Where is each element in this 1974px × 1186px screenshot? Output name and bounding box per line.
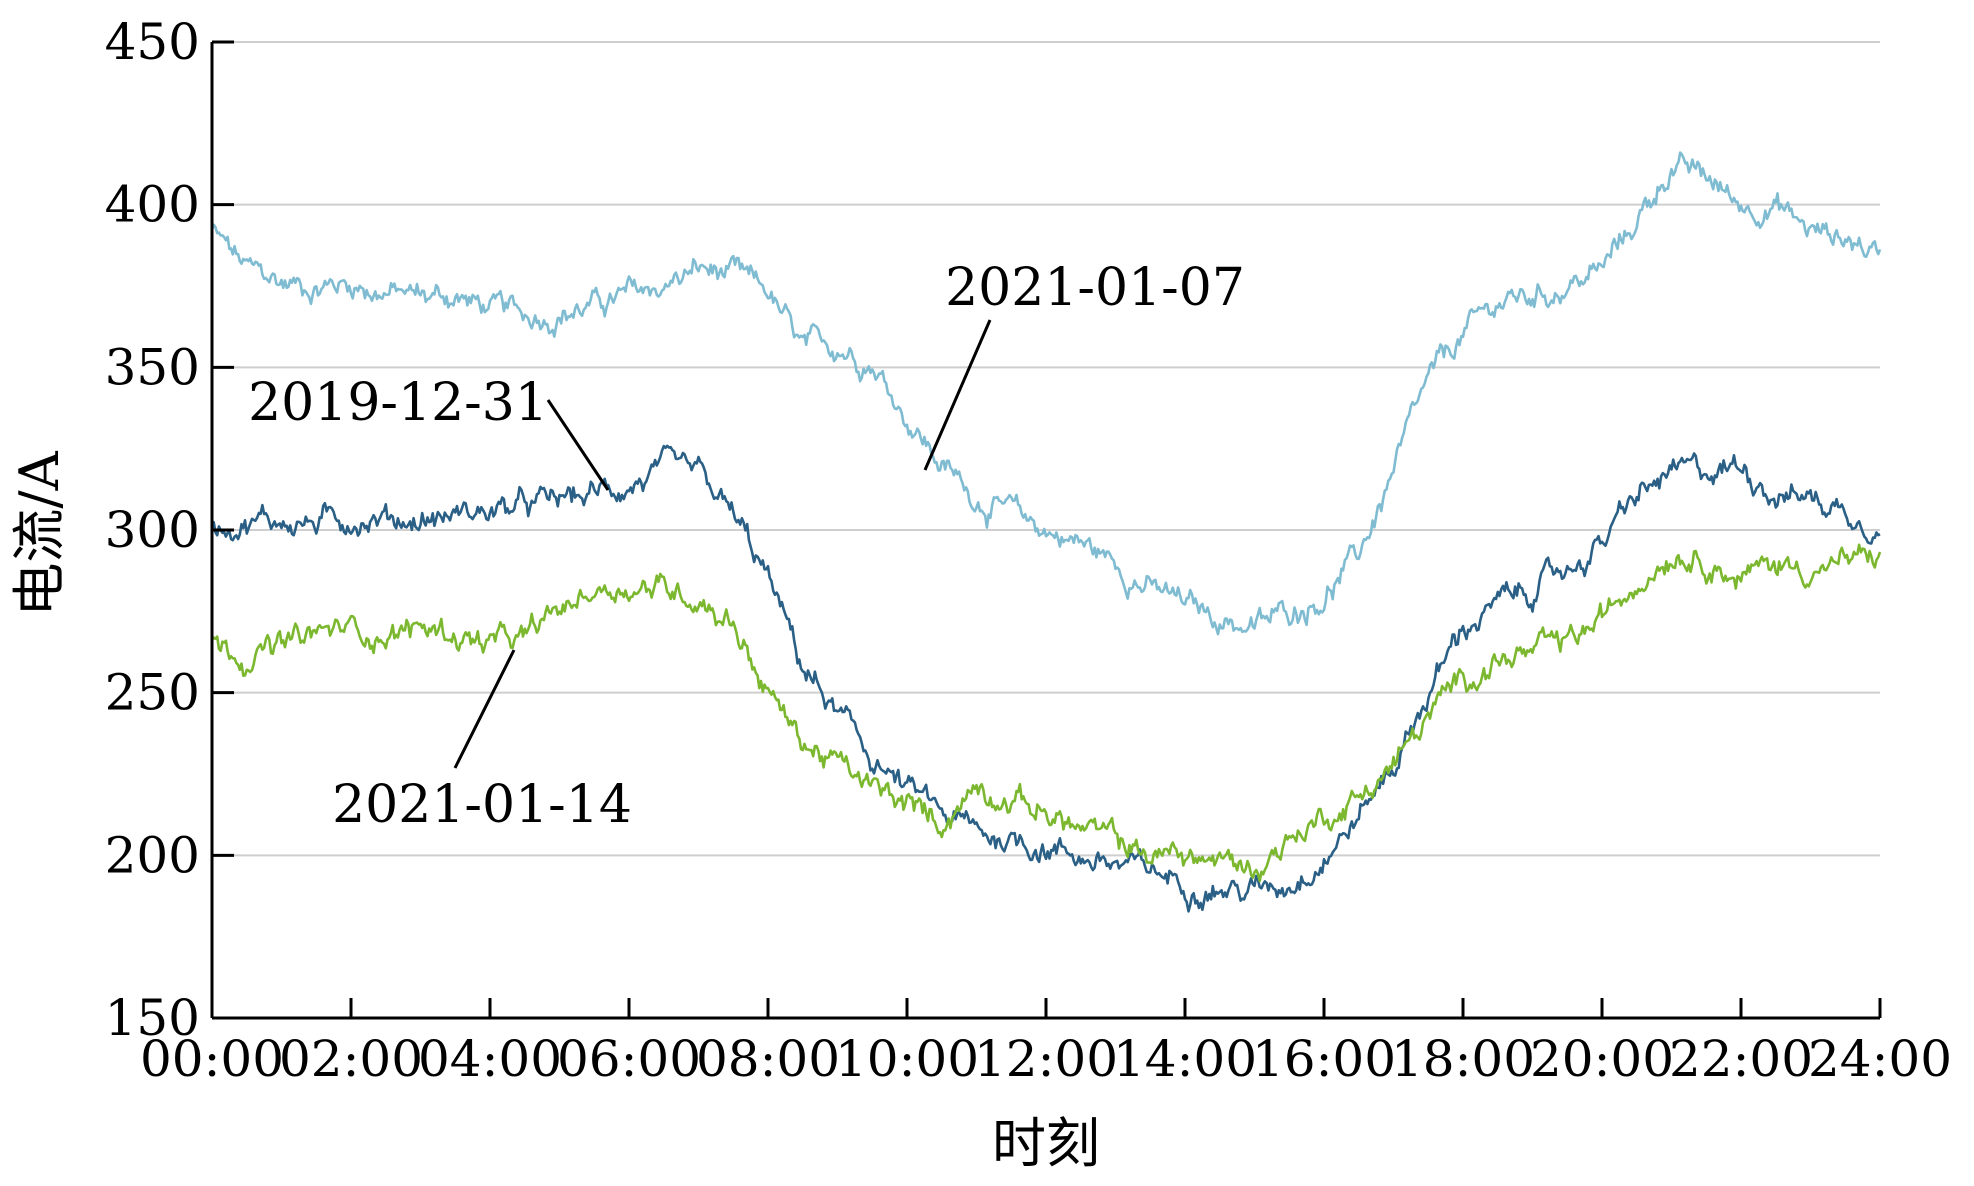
y-tick-label-150: 150: [105, 989, 200, 1047]
x-tick-label-08:00: 08:00: [696, 1030, 840, 1088]
series-line-2019-12-31: [210, 444, 1881, 913]
grid-lines: [212, 41, 1880, 857]
leader-line-2021-01-07: [923, 319, 992, 471]
x-tick-label-18:00: 18:00: [1391, 1030, 1535, 1088]
y-tick-label-200: 200: [105, 826, 200, 884]
series-label-2019-12-31: 2019-12-31: [248, 373, 548, 433]
series-label-2021-01-14: 2021-01-14: [332, 775, 632, 835]
series-label-2021-01-07: 2021-01-07: [945, 258, 1245, 318]
series-annotations: 2021-01-07 2019-12-31 2021-01-14: [248, 258, 1245, 835]
x-tick-label-06:00: 06:00: [557, 1030, 701, 1088]
x-tick-label-10:00: 10:00: [835, 1030, 979, 1088]
leader-line-2019-12-31: [546, 399, 610, 491]
y-tick-label-450: 450: [105, 13, 200, 71]
x-tick-label-00:00: 00:00: [140, 1030, 284, 1088]
y-tick-label-400: 400: [105, 176, 200, 234]
x-tick-label-12:00: 12:00: [974, 1030, 1118, 1088]
x-tick-label-04:00: 04:00: [418, 1030, 562, 1088]
x-tick-label-20:00: 20:00: [1530, 1030, 1674, 1088]
tick-marks: [210, 40, 1882, 1020]
y-tick-label-250: 250: [105, 664, 200, 722]
x-tick-label-02:00: 02:00: [279, 1030, 423, 1088]
x-tick-label-24:00: 24:00: [1808, 1030, 1952, 1088]
series-line-2021-01-07: [210, 151, 1882, 636]
x-tick-label-16:00: 16:00: [1252, 1030, 1396, 1088]
series-lines: [210, 151, 1882, 913]
x-tick-label-22:00: 22:00: [1669, 1030, 1813, 1088]
y-tick-label-350: 350: [105, 338, 200, 396]
x-axis-title: 时刻: [992, 1112, 1100, 1175]
leader-line-2021-01-14: [453, 649, 516, 769]
y-axis-title: 电流/A: [8, 450, 71, 616]
y-tick-label-300: 300: [105, 501, 200, 559]
x-tick-label-14:00: 14:00: [1113, 1030, 1257, 1088]
series-line-2021-01-14: [210, 543, 1882, 883]
tick-labels: 150 200 250 300 350 400 450 00:0002:0004:0006:0…: [105, 13, 1952, 1088]
